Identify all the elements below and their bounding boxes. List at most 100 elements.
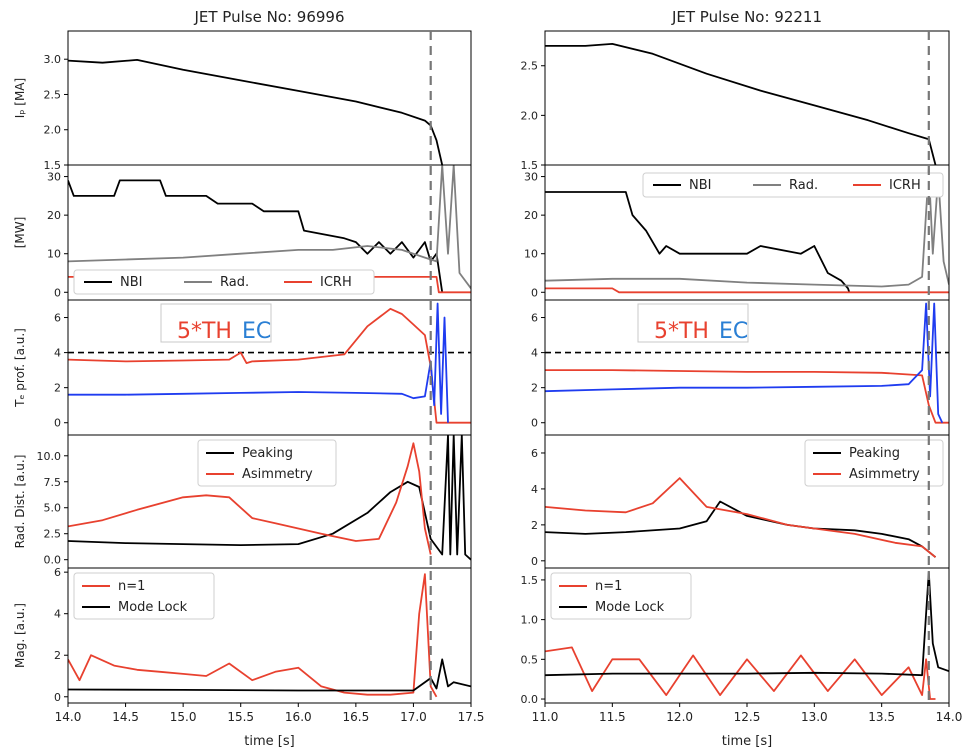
legend-label: Rad. [789, 178, 818, 193]
legend-label: Mode Lock [118, 600, 188, 615]
y-axis-label: [MW] [13, 217, 27, 249]
legend-label: Rad. [220, 275, 249, 290]
x-tick-label: 16.0 [285, 710, 312, 724]
y-tick-label: 5.0 [44, 502, 62, 515]
y-tick-label: 1.5 [44, 159, 62, 172]
y-tick-label: 10 [524, 248, 538, 261]
y-tick-label: 2.0 [521, 109, 539, 122]
annotation-red: 5*TH [654, 319, 709, 344]
y-tick-label: 2.0 [44, 124, 62, 137]
y-tick-label: 2.5 [521, 60, 539, 73]
y-tick-label: 10.0 [37, 450, 62, 463]
panel-rad: 0 2 4 6 Peaking Asimmetry [531, 434, 950, 569]
legend-label: Asimmetry [242, 467, 313, 482]
series-line-nbi [545, 191, 851, 293]
y-tick-label: 0 [531, 286, 538, 299]
y-tick-label: 7.5 [44, 476, 62, 489]
legend-label: Asimmetry [849, 467, 920, 482]
series-line-ip [68, 59, 444, 165]
legend-label: NBI [689, 178, 711, 193]
x-tick-label: 11.5 [599, 710, 626, 724]
legend-box [642, 172, 944, 198]
y-tick-label: 2.5 [44, 528, 62, 541]
panel-mag: 0 2 4 6 Mag. [a.u.] n=1 Mode Lock [13, 566, 472, 704]
y-tick-label: 2 [54, 649, 61, 662]
legend-box [73, 269, 375, 295]
x-tick-label: 12.0 [666, 710, 693, 724]
x-tick-label: 16.5 [342, 710, 369, 724]
x-tick-label: 14.0 [936, 710, 963, 724]
y-axis-label: Mag. [a.u.] [13, 603, 27, 668]
x-tick-label: 14.5 [112, 710, 139, 724]
series-line-n-1 [545, 646, 936, 700]
y-tick-label: 6 [531, 447, 538, 460]
y-tick-label: 0 [54, 417, 61, 430]
y-tick-label: 0 [531, 555, 538, 568]
x-tick-label: 13.0 [801, 710, 828, 724]
panel-power: 0 10 20 30 NBI Rad. ICRH [524, 164, 950, 301]
series-line-rad- [68, 165, 471, 289]
panel-frame [67, 567, 472, 704]
y-axis-label: Iₚ [MA] [13, 78, 27, 118]
series-line-ec [545, 302, 944, 424]
annotation-text: 5*TH EC [177, 319, 271, 344]
legend-label: Peaking [242, 446, 293, 461]
series-line-ip [545, 43, 937, 165]
x-tick-label: 12.5 [734, 710, 761, 724]
panel-power: 0 10 20 30 [MW] NBI Rad. ICRH [13, 164, 472, 301]
legend-label: ICRH [889, 178, 921, 193]
legend-label: Peaking [849, 446, 900, 461]
y-tick-label: 0 [54, 286, 61, 299]
panel-te: 0 2 4 6 Tₑ prof. [a.u.] 5*TH EC [13, 299, 472, 436]
series-line-icrh [545, 287, 949, 294]
y-tick-label: 1.0 [521, 614, 539, 627]
series-line-peaking [68, 435, 471, 561]
y-tick-label: 4 [531, 347, 538, 360]
y-tick-label: 0 [531, 417, 538, 430]
y-tick-label: 6 [531, 312, 538, 325]
y-tick-label: 1.5 [521, 574, 539, 587]
y-tick-label: 3.0 [44, 53, 62, 66]
y-tick-label: 20 [524, 209, 538, 222]
y-tick-label: 2 [531, 382, 538, 395]
y-tick-label: 20 [47, 209, 61, 222]
x-axis-label: time [s] [244, 734, 294, 749]
x-tick-label: 17.0 [400, 710, 427, 724]
annotation-blue: EC [242, 319, 271, 344]
panel-rad: 0.0 2.5 5.0 7.5 10.0 Rad. Dist. [a.u.] Peaking… [13, 434, 472, 569]
y-tick-label: 0.0 [44, 554, 62, 567]
panel-frame [67, 30, 472, 166]
legend-label: n=1 [595, 579, 622, 594]
y-tick-label: 10 [47, 248, 61, 261]
y-tick-label: 1.5 [521, 159, 539, 172]
legend-label: NBI [120, 275, 142, 290]
y-axis-label: Rad. Dist. [a.u.] [13, 455, 27, 549]
legend-label: n=1 [118, 579, 145, 594]
y-tick-label: 6 [54, 312, 61, 325]
y-tick-label: 30 [47, 171, 61, 184]
y-tick-label: 6 [54, 566, 61, 579]
panel-ip: 1.5 2.0 2.5 [521, 30, 950, 172]
series-line-asimmetry [68, 442, 432, 555]
x-tick-label: 14.0 [55, 710, 82, 724]
x-tick-label: 17.5 [458, 710, 485, 724]
y-tick-label: 2 [54, 382, 61, 395]
y-tick-label: 0 [54, 691, 61, 704]
y-tick-label: 2.5 [44, 88, 62, 101]
panel-te: 0 2 4 6 5*TH EC [531, 299, 950, 436]
series-line-n-1 [68, 573, 438, 698]
x-tick-label: 13.5 [868, 710, 895, 724]
y-tick-label: 2 [531, 519, 538, 532]
series-line-ec [68, 302, 449, 423]
annotation-blue: EC [719, 319, 748, 344]
annotation-text: 5*TH EC [654, 319, 748, 344]
chart-title: JET Pulse No: 96996 [193, 8, 344, 26]
series-line-mode-lock [545, 571, 949, 677]
series-line-peaking [545, 500, 937, 558]
annotation-box [160, 303, 272, 343]
series-line-asimmetry [545, 477, 937, 558]
panel-mag: 0.0 0.5 1.0 1.5 n=1 Mode Lock [521, 567, 950, 706]
x-tick-label: 11.0 [532, 710, 559, 724]
annotation-red: 5*TH [177, 319, 232, 344]
